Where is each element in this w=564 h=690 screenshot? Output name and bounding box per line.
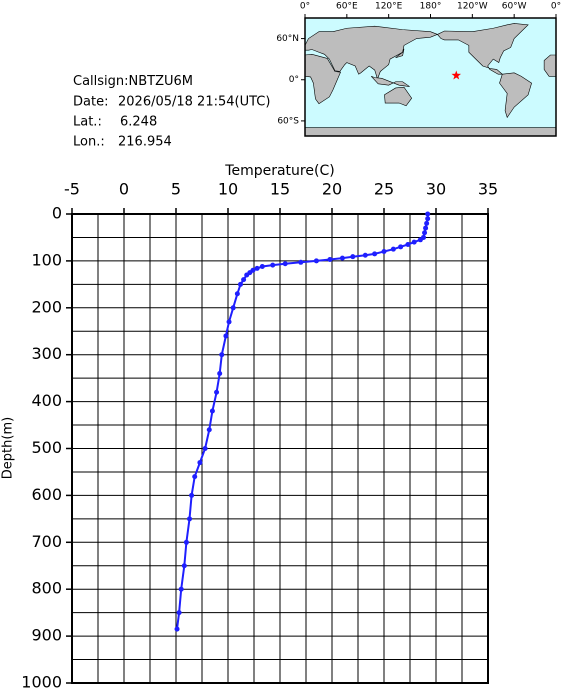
y-tick-label: 200 [31, 297, 62, 316]
profile-point [223, 333, 229, 339]
profile-point [237, 281, 243, 287]
x-tick-label: -5 [64, 180, 80, 199]
date-label: Date: [73, 95, 108, 110]
profile-point [259, 264, 265, 270]
map-lat-label: 0° [289, 75, 299, 85]
profile-point [425, 216, 431, 222]
lat-label: Lat.: [73, 115, 102, 130]
profile-point [230, 305, 236, 311]
y-tick-label: 900 [31, 626, 62, 645]
profile-point [206, 427, 212, 433]
map-lat-label: 60°N [276, 34, 299, 44]
x-tick-label: 30 [426, 180, 446, 199]
profile-point [339, 255, 345, 261]
x-tick-label: 15 [270, 180, 290, 199]
y-axis-label: Depth(m) [1, 417, 16, 479]
profile-point [411, 239, 417, 245]
profile-point [176, 610, 182, 616]
profile-point [390, 246, 396, 252]
profile-point [174, 626, 180, 632]
map-lat-label: 60°S [277, 116, 299, 126]
profile-point [178, 586, 184, 592]
station-marker [451, 70, 461, 80]
label: Callsign: [73, 74, 129, 89]
x-tick-label: 35 [478, 180, 498, 199]
profile-point [202, 446, 208, 451]
profile-point [381, 249, 387, 255]
station-info: Callsign:NBTZU6M Date: 2026/05/18 21:54(… [73, 74, 270, 150]
x-tick-label: 25 [374, 180, 394, 199]
profile-point [327, 256, 333, 262]
map-lon-label: 180° [420, 2, 442, 12]
profile-point [187, 516, 193, 522]
profile-point [241, 277, 247, 283]
profile-point [398, 244, 404, 250]
map-lon-label: 0° [300, 2, 310, 12]
map-lon-label: 120°W [457, 2, 488, 12]
x-axis-label: Temperature(C) [224, 163, 334, 179]
date: 2026/05/18 21:54(UTC) [118, 95, 270, 110]
y-tick-label: 100 [31, 250, 62, 269]
y-tick-label: 0 [52, 204, 62, 223]
value: NBTZU6M [129, 74, 194, 89]
map-lon-label: 0° [551, 2, 561, 12]
profile-point [425, 211, 431, 217]
profile-point [417, 237, 423, 243]
map-lon-label: 60°E [336, 2, 358, 12]
y-tick-label: 700 [31, 532, 62, 551]
map-lon-label: 60°W [502, 2, 527, 12]
y-tick-label: 500 [31, 438, 62, 457]
profile-point [226, 319, 232, 325]
x-tick-label: 20 [322, 180, 342, 199]
profile-point [209, 408, 215, 414]
profile-point [183, 539, 189, 545]
callsign: Callsign:NBTZU6M [73, 74, 193, 89]
y-tick-label: 300 [31, 344, 62, 363]
map-lon-label: 120°E [375, 2, 403, 12]
profile-point [197, 460, 203, 466]
profile-point [313, 258, 319, 264]
y-tick-label: 400 [31, 391, 62, 410]
y-tick-label: 600 [31, 485, 62, 504]
lon: 216.954 [118, 135, 172, 150]
plot-frame [71, 213, 489, 684]
profile-point [219, 352, 225, 358]
profile-point [424, 220, 430, 226]
x-tick-label: 5 [171, 180, 181, 199]
x-tick-label: 0 [119, 180, 129, 199]
profile-point [422, 230, 428, 236]
profile-point [214, 389, 220, 395]
profile-point [350, 254, 356, 260]
profile-point [298, 259, 304, 265]
profile-point [192, 474, 198, 480]
map [304, 17, 557, 137]
profile-point [362, 252, 368, 258]
profile-point [372, 251, 378, 257]
profile-point [181, 563, 187, 569]
y-tick-label: 1000 [21, 673, 62, 690]
profile-point [423, 225, 429, 231]
profile-line [176, 214, 429, 630]
y-tick-label: 800 [31, 579, 62, 598]
profile-point [217, 370, 223, 376]
continents [305, 23, 556, 136]
profile-point [405, 241, 411, 247]
profile-point [282, 261, 288, 267]
profile-point [189, 492, 195, 498]
profile-point [234, 291, 240, 297]
lon-label: Lon.: [73, 135, 105, 150]
profile-point [254, 265, 260, 271]
profile-point [244, 272, 250, 278]
x-tick-label: 10 [218, 180, 238, 199]
profile-point [270, 262, 276, 268]
lat: 6.248 [120, 115, 157, 130]
